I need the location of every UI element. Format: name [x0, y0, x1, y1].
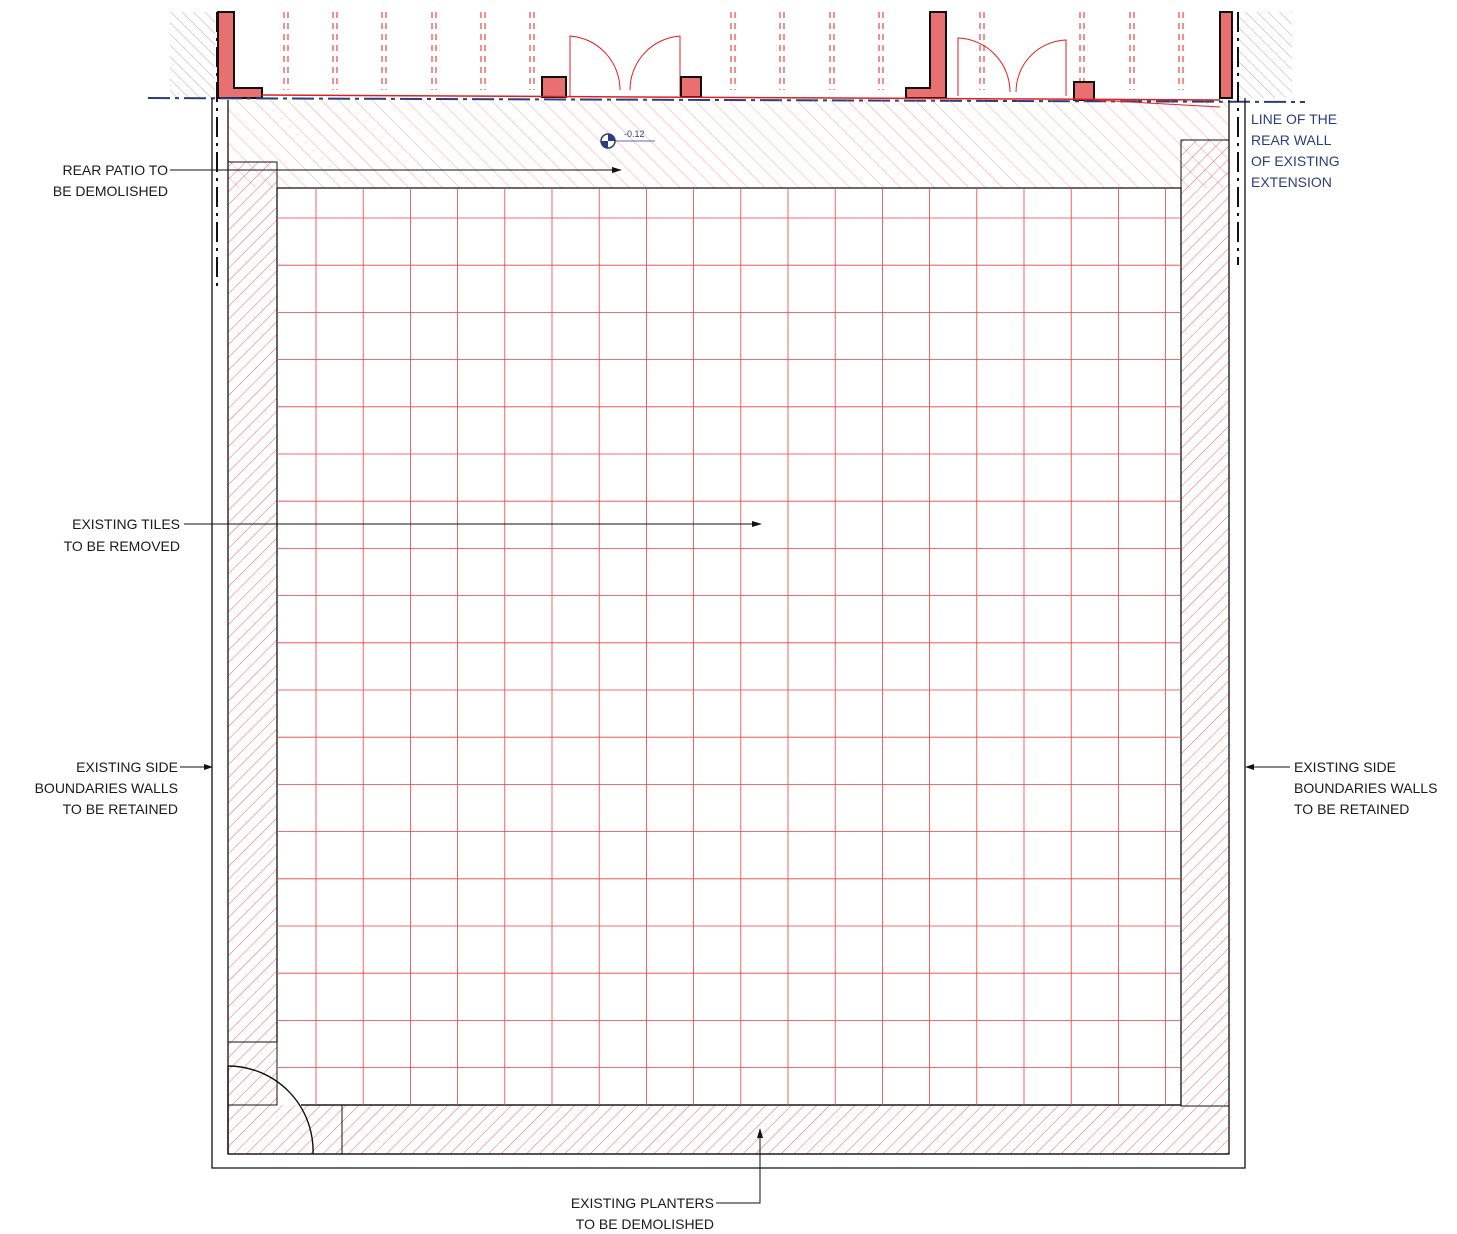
leader-lines [170, 167, 1290, 1204]
label-side-walls-left-line1: EXISTING SIDE [76, 759, 178, 775]
label-side-walls-left-line3: TO BE RETAINED [63, 801, 178, 817]
label-side-walls-left: EXISTING SIDE BOUNDARIES WALLS TO BE RET… [35, 759, 178, 817]
label-rear-wall-line2: REAR WALL [1251, 132, 1332, 148]
tiled-area-outline [277, 187, 1182, 1106]
door-swing-left-pair [569, 35, 681, 96]
existing-tile-grid [277, 188, 1181, 1105]
label-rear-patio-line1: REAR PATIO TO [62, 162, 168, 178]
label-rear-patio-line2: BE DEMOLISHED [53, 183, 168, 199]
label-planters-line2: TO BE DEMOLISHED [576, 1216, 714, 1232]
existing-walls [217, 11, 1233, 101]
label-side-walls-left-line2: BOUNDARIES WALLS [35, 780, 178, 796]
label-rear-wall-line4: EXTENSION [1251, 174, 1332, 190]
label-planters-line1: EXISTING PLANTERS [571, 1195, 714, 1211]
label-rear-wall-line: LINE OF THE REAR WALL OF EXISTING EXTENS… [1251, 111, 1340, 190]
door-swing-right-pair [957, 37, 1067, 96]
label-rear-patio: REAR PATIO TO BE DEMOLISHED [53, 162, 168, 199]
site-boundary-outer [211, 98, 1246, 1169]
label-rear-wall-line1: LINE OF THE [1251, 111, 1337, 127]
label-side-walls-right-line3: TO BE RETAINED [1294, 801, 1409, 817]
label-side-walls-right-line1: EXISTING SIDE [1294, 759, 1396, 775]
neighbour-hatch-right [1237, 12, 1292, 98]
level-marker: -0.12 [600, 129, 655, 149]
label-side-walls-right-line2: BOUNDARIES WALLS [1294, 780, 1437, 796]
site-boundary-inner [227, 100, 1230, 1155]
existing-building-dashes [283, 12, 1184, 90]
planters [227, 139, 1230, 1155]
label-planters: EXISTING PLANTERS TO BE DEMOLISHED [571, 1195, 714, 1232]
label-side-walls-right: EXISTING SIDE BOUNDARIES WALLS TO BE RET… [1294, 759, 1437, 817]
label-rear-wall-line3: OF EXISTING [1251, 153, 1340, 169]
label-existing-tiles: EXISTING TILES TO BE REMOVED [64, 516, 180, 554]
label-existing-tiles-line1: EXISTING TILES [72, 516, 180, 532]
rear-patio-area [228, 100, 1228, 188]
level-marker-value: -0.12 [624, 129, 645, 139]
neighbour-hatch-left [170, 12, 215, 98]
existing-rear-wall-line [261, 94, 1221, 101]
label-existing-tiles-line2: TO BE REMOVED [64, 538, 180, 554]
corner-gate-swing [227, 1065, 314, 1155]
